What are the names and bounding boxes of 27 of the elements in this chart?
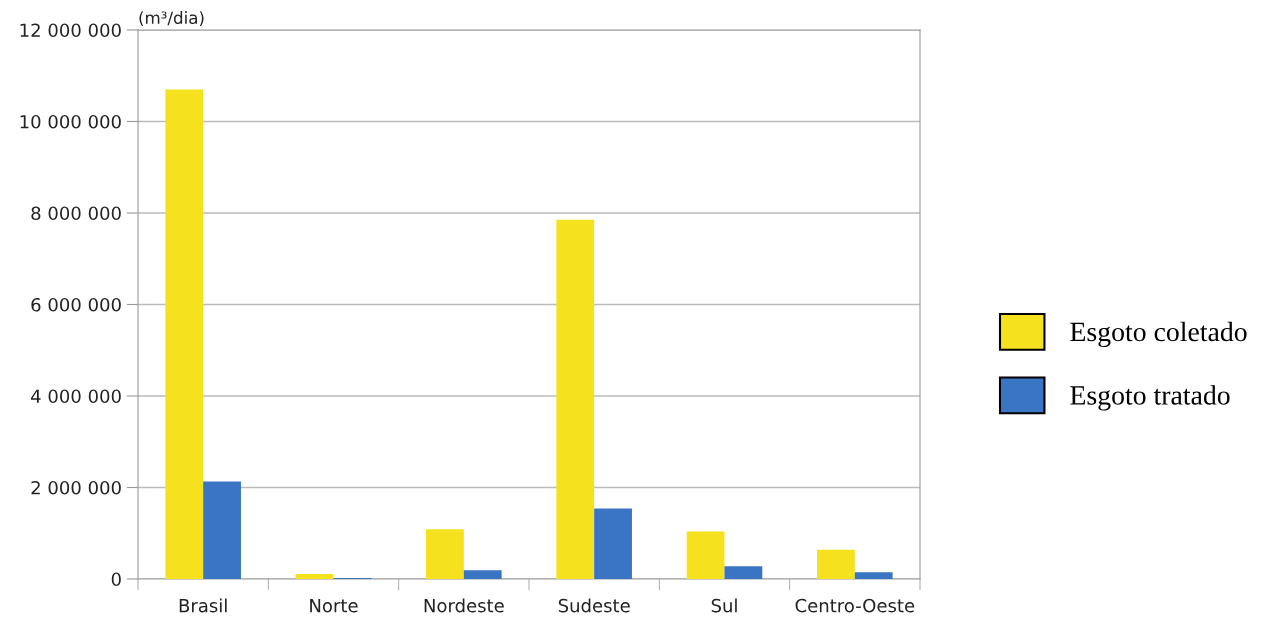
- bar: [426, 529, 464, 579]
- bar: [295, 573, 334, 579]
- y-tick-label: 2 000 000: [31, 480, 121, 495]
- bar: [165, 89, 204, 579]
- bar: [854, 572, 893, 579]
- legend-label: Esgoto tratado: [1070, 385, 1230, 411]
- bar: [724, 566, 763, 579]
- x-tick-label: Brasil: [179, 598, 227, 613]
- x-tick-label: Nordeste: [424, 598, 504, 613]
- y-tick-label: 0: [111, 572, 121, 587]
- bar: [817, 549, 855, 579]
- bar: [594, 508, 632, 579]
- y-tick-label: 4 000 000: [31, 389, 121, 404]
- bar: [463, 570, 502, 579]
- x-tick-label: Norte: [310, 599, 358, 613]
- legend-label: Esgoto coletado: [1070, 321, 1247, 348]
- bar: [203, 481, 241, 579]
- bar: [556, 219, 595, 579]
- x-tick-label: Centro-Oeste: [795, 598, 915, 613]
- y-tick-label: 10 000 000: [20, 114, 121, 129]
- y-tick-label: 12 000 000: [20, 23, 121, 38]
- y-axis-title: (m³/dia): [139, 11, 204, 26]
- x-tick-label: Sul: [711, 598, 737, 613]
- y-tick-label: 8 000 000: [31, 206, 121, 221]
- y-tick-label: 6 000 000: [31, 297, 121, 312]
- x-tick-label: Sudeste: [558, 598, 630, 613]
- bar: [686, 531, 725, 579]
